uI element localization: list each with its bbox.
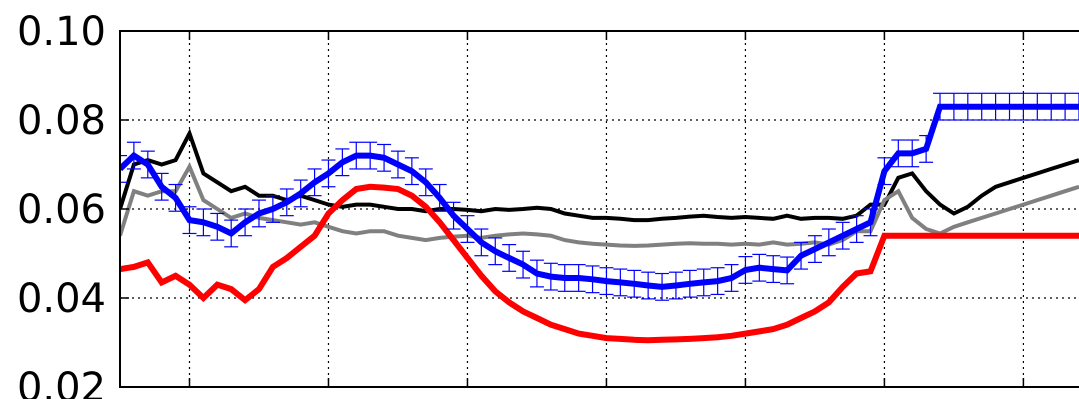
series-group (120, 92, 1079, 344)
series-line-1 (120, 162, 1079, 248)
y-tick-label: 0.04 (17, 276, 106, 322)
grid (120, 31, 1079, 387)
y-tick-label: 0.10 (17, 9, 106, 55)
series-layer (120, 92, 1079, 344)
y-tick-label: 0.06 (17, 187, 106, 233)
series-line-3 (120, 103, 1079, 290)
axis-ticks (120, 30, 1025, 388)
series-line-2 (120, 183, 1079, 344)
series-line-0 (120, 128, 1079, 223)
y-tick-label: 0.08 (17, 98, 106, 144)
y-axis-tick-labels: 0.02 0.04 0.06 0.08 0.10 (17, 9, 106, 399)
y-tick-label: 0.02 (17, 365, 106, 399)
